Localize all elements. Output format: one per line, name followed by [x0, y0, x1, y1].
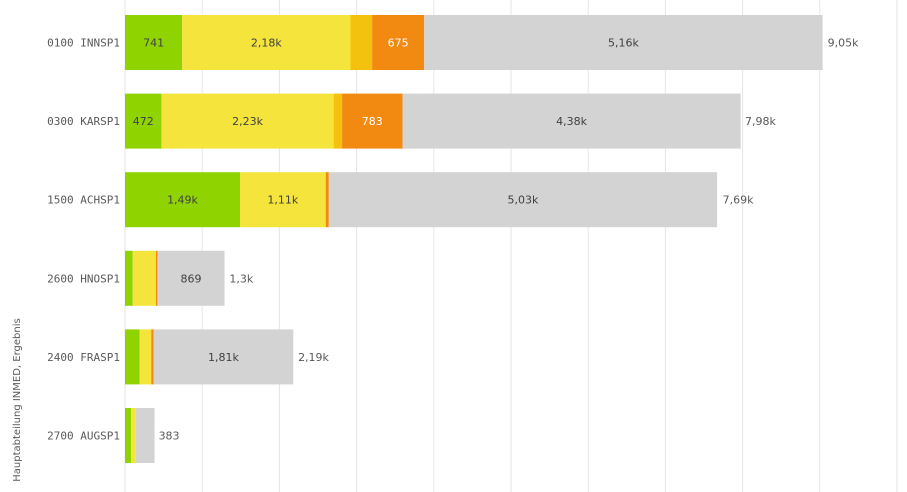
- bar-segment: [328, 172, 718, 228]
- segment-label: 2,18k: [251, 37, 282, 50]
- segment-label: 675: [388, 37, 409, 50]
- bars: 741 2,18k 675 5,16k 9,05k 472 2,23k 783 4,38k 7,9…: [125, 15, 859, 463]
- bar-segment: [125, 408, 132, 463]
- bar-segment: [325, 172, 329, 228]
- category-label: 2700 AUGSP1: [47, 430, 120, 443]
- segment-label: 5,03k: [508, 194, 539, 207]
- bar-segment: [157, 250, 225, 306]
- category-labels: 0100 INNSP1 0300 KARSP1 1500 ACHSP1 2600 HN…: [47, 37, 120, 443]
- bar-segment: [240, 172, 326, 228]
- total-label: 7,69k: [723, 194, 754, 207]
- segment-label: 1,11k: [267, 194, 298, 207]
- segment-label: 783: [362, 115, 383, 128]
- category-label: 2400 FRASP1: [47, 351, 120, 364]
- bar-segment: [132, 250, 156, 306]
- bar-segment: [151, 329, 154, 385]
- segment-label: 741: [143, 37, 164, 50]
- segment-label: 472: [133, 115, 154, 128]
- bar-segment: [155, 250, 158, 306]
- segment-label: 2,23k: [232, 115, 263, 128]
- category-label: 0300 KARSP1: [47, 115, 120, 128]
- total-label: 2,19k: [298, 351, 329, 364]
- y-axis-title: Hauptabteilung INMED, Ergebnis: [12, 318, 23, 481]
- segment-label: 5,16k: [608, 37, 639, 50]
- total-label: 383: [159, 430, 180, 443]
- bar-segment: [125, 329, 140, 385]
- bar-segment: [350, 15, 373, 70]
- total-label: 7,98k: [745, 115, 776, 128]
- total-label: 9,05k: [828, 37, 859, 50]
- category-label: 2600 HNOSP1: [47, 272, 120, 285]
- bar-segment: [125, 15, 183, 70]
- total-label: 1,3k: [229, 272, 253, 285]
- segment-label: 1,49k: [167, 194, 198, 207]
- bar-segment: [182, 15, 351, 70]
- category-label: 0100 INNSP1: [47, 37, 120, 50]
- bar-segment: [125, 93, 162, 149]
- bar-segment: [372, 15, 425, 70]
- segment-label: 1,81k: [208, 351, 239, 364]
- bar-segment: [135, 408, 155, 463]
- bar-segment: [153, 329, 294, 385]
- segment-label: 4,38k: [556, 115, 587, 128]
- bar-segment: [333, 93, 343, 149]
- bar-segment: [131, 408, 136, 463]
- category-label: 1500 ACHSP1: [47, 194, 120, 207]
- bar-segment: [342, 93, 403, 149]
- bar-segment: [125, 172, 241, 228]
- bar-segment: [125, 250, 133, 306]
- bar-segment: [161, 93, 334, 149]
- gridlines: [124, 0, 898, 492]
- bar-segment: [139, 329, 152, 385]
- bar-segment: [402, 93, 741, 149]
- bar-segment: [424, 15, 823, 70]
- segment-label: 869: [180, 272, 201, 285]
